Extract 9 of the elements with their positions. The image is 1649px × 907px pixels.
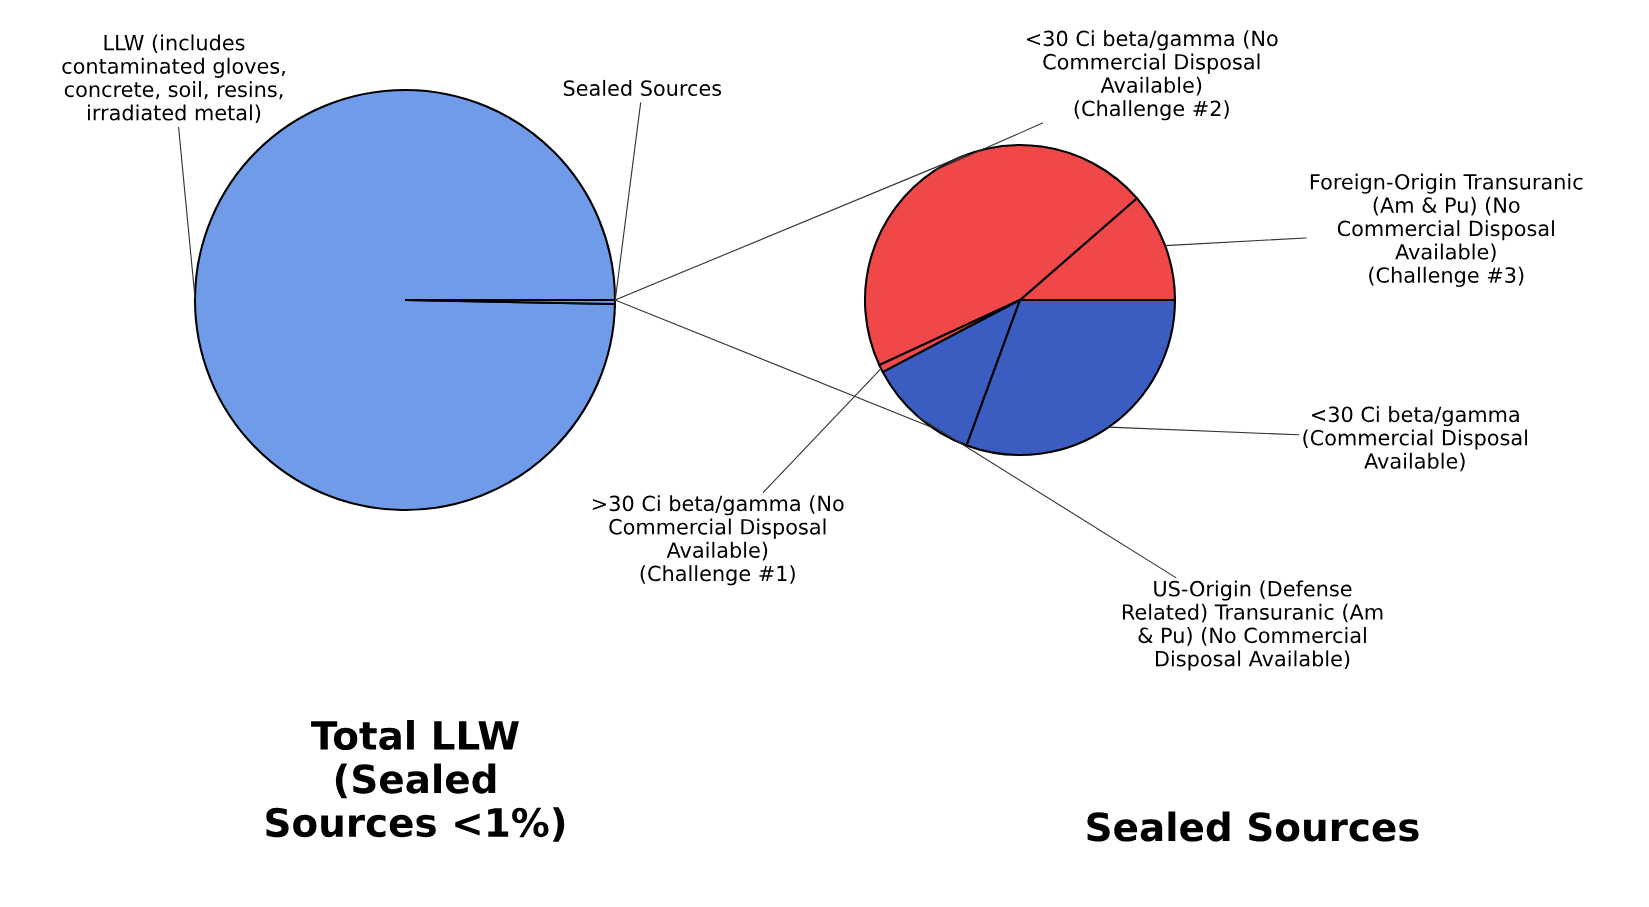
slice-label: <30 Ci beta/gamma (Commercial Disposal Available) — [1303, 406, 1527, 472]
slice-label: US-Origin (Defense Related) Transuranic (Am & Pu) (No Commercial Disposal Available) — [1122, 580, 1383, 671]
slice-label: >30 Ci beta/gamma (No Commercial Disposal Available) (Challenge #1) — [592, 495, 844, 586]
slice-label: Sealed Sources — [563, 79, 722, 97]
slice-label: <30 Ci beta/gamma (No Commercial Disposal Available) (Challenge #2) — [1026, 30, 1278, 121]
slice-label: Foreign-Origin Transuranic (Am & Pu) (No Commercial Disposal Available) (Challenge #3) — [1310, 173, 1583, 287]
text: Total LLW (Sealed Sources <1%) — [266, 720, 565, 842]
text: Sealed Sources — [1087, 811, 1419, 842]
slice-label: LLW (includes contaminated gloves, concrete, soil, resins, irradiated metal) — [62, 34, 285, 123]
